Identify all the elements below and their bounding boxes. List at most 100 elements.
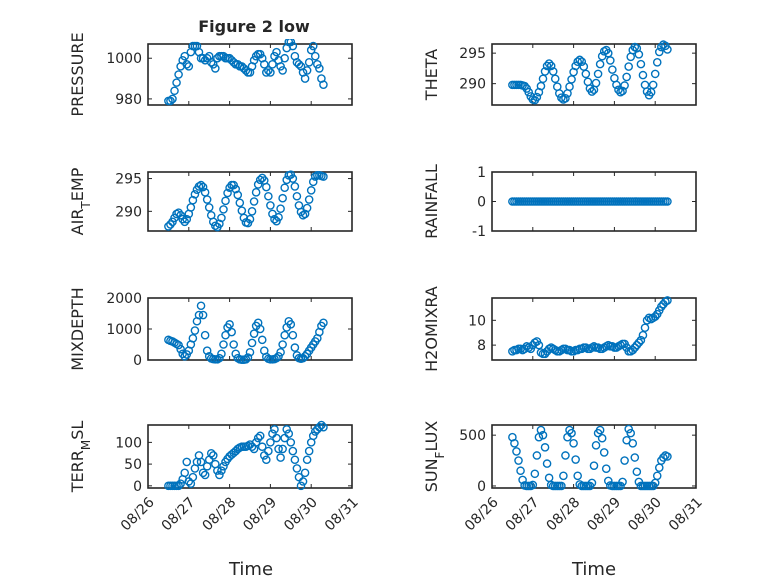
data-point	[540, 443, 550, 452]
data-point	[249, 329, 259, 338]
data-point	[308, 177, 318, 187]
data-point	[524, 87, 534, 97]
data-point	[557, 93, 566, 102]
data-point	[219, 461, 228, 471]
x-tick-label: 08/28	[200, 494, 240, 534]
data-point	[663, 45, 672, 54]
data-point	[180, 351, 190, 361]
data-point	[208, 60, 218, 69]
data-point	[573, 471, 582, 481]
data-series	[164, 39, 328, 106]
data-point	[176, 344, 185, 354]
data-point	[255, 175, 265, 185]
x-tick-label: 08/28	[544, 494, 584, 534]
data-point	[532, 92, 542, 102]
data-point	[544, 59, 554, 68]
y-axis-label: PRESSURE	[68, 32, 87, 116]
data-point	[278, 193, 287, 203]
data-point	[182, 60, 192, 69]
data-point	[567, 428, 576, 438]
data-point	[573, 57, 582, 66]
data-point	[276, 62, 285, 71]
data-point	[571, 61, 580, 71]
data-point	[555, 89, 564, 98]
data-point	[516, 466, 525, 476]
data-point	[624, 424, 633, 434]
y-tick-label: 1000	[106, 322, 142, 338]
data-point	[601, 464, 611, 473]
data-point	[174, 340, 183, 350]
y-tick-label: 500	[459, 428, 486, 444]
data-point	[208, 451, 218, 460]
data-point	[245, 347, 255, 357]
subplot-3: -1 0 1 RAINFALL	[422, 164, 697, 240]
data-point	[636, 59, 646, 69]
data-point	[276, 347, 285, 357]
data-point	[632, 467, 642, 477]
data-point	[532, 451, 542, 460]
y-axis-label: SUNFLUX	[422, 421, 447, 493]
data-point	[290, 182, 300, 191]
data-point	[575, 480, 585, 489]
data-point	[233, 190, 243, 200]
data-point	[211, 64, 220, 73]
data-point	[520, 344, 529, 354]
data-series	[508, 197, 672, 206]
data-point	[292, 191, 302, 201]
data-point	[278, 444, 287, 454]
data-point	[264, 66, 273, 75]
data-series	[164, 420, 328, 491]
data-point	[280, 183, 289, 193]
data-point	[648, 80, 658, 90]
x-axis-label-left: Time	[228, 559, 273, 580]
y-tick-label: 290	[115, 204, 142, 220]
data-point	[591, 441, 601, 450]
data-point	[317, 420, 326, 430]
x-tick-label: 08/27	[159, 494, 199, 534]
y-axis-label: TERRMSL	[68, 421, 93, 494]
data-point	[638, 70, 648, 80]
data-point	[196, 180, 206, 190]
data-point	[262, 455, 271, 465]
data-point	[652, 471, 662, 481]
data-point	[249, 197, 259, 206]
data-point	[650, 312, 660, 321]
data-point	[239, 213, 249, 223]
data-point	[284, 429, 294, 438]
x-tick-label: 08/30	[281, 494, 321, 534]
data-point	[251, 188, 261, 197]
data-point	[557, 481, 566, 491]
data-point	[589, 461, 599, 470]
data-point	[190, 189, 200, 199]
data-point	[229, 58, 238, 67]
data-point	[313, 60, 322, 69]
data-point	[624, 62, 633, 71]
data-point	[229, 340, 238, 349]
y-tick-label: 295	[459, 46, 486, 62]
data-point	[282, 425, 292, 434]
data-point	[278, 340, 287, 349]
subplot-0: 980 1000 PRESSURE	[68, 32, 353, 117]
data-series	[164, 170, 328, 232]
y-tick-label: 0	[477, 195, 486, 211]
data-point	[569, 438, 578, 448]
x-tick-label: 08/31	[666, 494, 706, 534]
y-tick-label: 295	[115, 172, 142, 188]
data-point	[288, 330, 298, 340]
data-point	[182, 214, 192, 224]
data-point	[180, 468, 190, 478]
subplot-7: 0 500 08/26 08/27 08/28 08/29 08/30 08/31 SUNFLU…	[422, 421, 706, 535]
data-point	[221, 196, 230, 206]
subplot-4: 0 1000 2000 MIXDEPTH	[68, 287, 353, 371]
data-point	[290, 343, 300, 352]
data-point	[286, 320, 296, 329]
data-point	[280, 330, 289, 340]
data-point	[308, 431, 318, 441]
data-point	[652, 58, 662, 67]
data-point	[620, 456, 629, 465]
y-axis-label: H2OMIXRA	[422, 286, 441, 372]
x-tick-label: 08/26	[118, 494, 158, 534]
data-point	[636, 335, 646, 345]
data-point	[278, 66, 287, 75]
